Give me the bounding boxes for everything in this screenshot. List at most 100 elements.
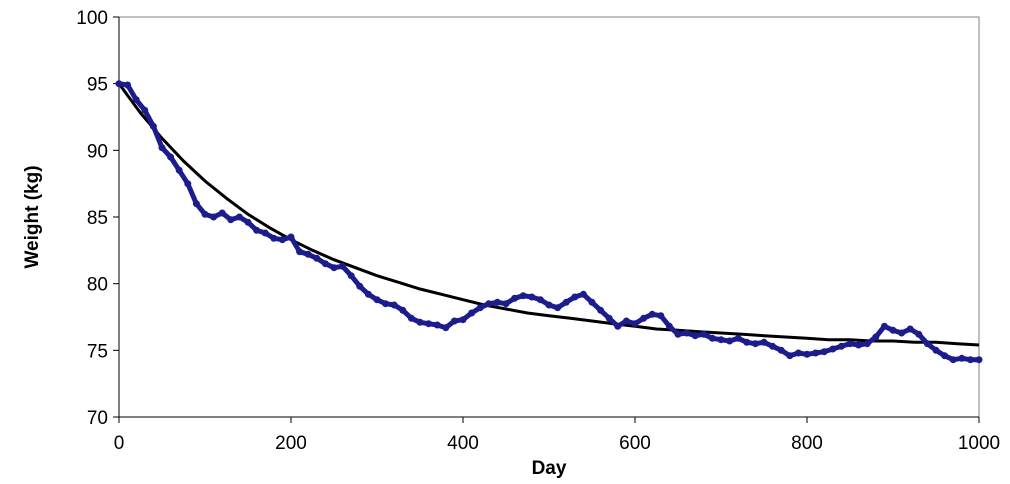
data-point — [304, 250, 312, 258]
plot-area — [118, 16, 980, 418]
data-point — [158, 144, 166, 152]
y-tick-label: 70 — [87, 408, 108, 429]
data-point — [614, 322, 622, 330]
data-point — [442, 324, 450, 332]
data-point — [820, 348, 828, 356]
data-point — [201, 210, 209, 218]
data-point — [175, 166, 183, 174]
data-point — [958, 354, 966, 362]
fitted-curve — [117, 82, 980, 347]
x-tick-label: 200 — [275, 433, 307, 454]
data-point — [244, 218, 252, 226]
data-point — [966, 356, 974, 364]
data-point — [296, 248, 304, 256]
data-point — [399, 306, 407, 314]
data-point — [898, 329, 906, 337]
data-point — [132, 96, 140, 104]
data-point — [459, 316, 467, 324]
data-point — [227, 216, 235, 224]
measured-series — [115, 80, 983, 364]
data-point — [321, 260, 329, 268]
data-point — [364, 290, 372, 298]
data-point — [270, 234, 278, 242]
data-point — [588, 298, 596, 306]
fitted-curve-line — [117, 82, 980, 347]
data-point — [683, 329, 691, 337]
data-point — [846, 340, 854, 348]
y-tick-label: 80 — [87, 275, 108, 296]
data-point — [949, 356, 957, 364]
data-point — [648, 310, 656, 318]
data-point — [631, 320, 639, 328]
data-point — [339, 262, 347, 270]
y-tick-label: 100 — [76, 8, 108, 29]
y-tick-label: 90 — [87, 141, 108, 162]
y-axis: 70 75 80 85 90 95 100 — [76, 8, 120, 429]
data-point — [347, 272, 355, 280]
data-point — [915, 330, 923, 338]
data-point — [880, 322, 888, 330]
data-point — [425, 320, 433, 328]
data-point — [167, 153, 175, 161]
data-point — [373, 296, 381, 304]
data-point — [536, 296, 544, 304]
data-point — [149, 122, 157, 130]
data-point — [975, 356, 983, 364]
data-point — [287, 233, 295, 241]
data-point — [450, 317, 458, 325]
data-point — [640, 314, 648, 322]
data-point — [726, 337, 734, 345]
data-point — [700, 330, 708, 338]
data-point — [115, 80, 123, 88]
data-point — [192, 200, 200, 208]
x-tick-label: 600 — [619, 433, 651, 454]
x-tick-label: 1000 — [958, 433, 1000, 454]
data-point — [511, 294, 519, 302]
data-point — [554, 304, 562, 312]
data-point — [235, 213, 243, 221]
data-point — [545, 301, 553, 309]
data-point — [665, 322, 673, 330]
data-point — [657, 312, 665, 320]
data-point — [872, 333, 880, 341]
data-point — [751, 340, 759, 348]
data-point — [124, 81, 132, 89]
data-point — [760, 338, 768, 346]
data-point — [794, 349, 802, 357]
y-tick-label: 85 — [87, 208, 108, 229]
data-point — [786, 352, 794, 360]
data-point — [743, 338, 751, 346]
data-point — [356, 282, 364, 290]
x-tick-label: 400 — [447, 433, 479, 454]
data-point — [416, 318, 424, 326]
data-point — [382, 300, 390, 308]
data-point — [734, 334, 742, 342]
y-tick-label: 95 — [87, 75, 108, 96]
data-point — [829, 345, 837, 353]
data-point — [571, 293, 579, 301]
data-point — [476, 304, 484, 312]
data-point — [253, 226, 261, 234]
data-point — [579, 290, 587, 298]
x-axis-title: Day — [532, 458, 567, 479]
data-point — [597, 306, 605, 314]
data-point — [468, 309, 476, 317]
data-point — [889, 326, 897, 334]
data-point — [674, 330, 682, 338]
data-point — [923, 340, 931, 348]
data-point — [218, 209, 226, 217]
data-point — [717, 336, 725, 344]
data-point — [605, 314, 613, 322]
data-point — [261, 229, 269, 237]
data-point — [837, 342, 845, 350]
data-point — [278, 236, 286, 244]
data-point — [622, 317, 630, 325]
data-point — [777, 346, 785, 354]
data-point — [330, 264, 338, 272]
data-point — [210, 213, 218, 221]
y-tick-label: 75 — [87, 341, 108, 362]
data-point — [932, 346, 940, 354]
data-point — [941, 352, 949, 360]
data-point — [390, 301, 398, 309]
